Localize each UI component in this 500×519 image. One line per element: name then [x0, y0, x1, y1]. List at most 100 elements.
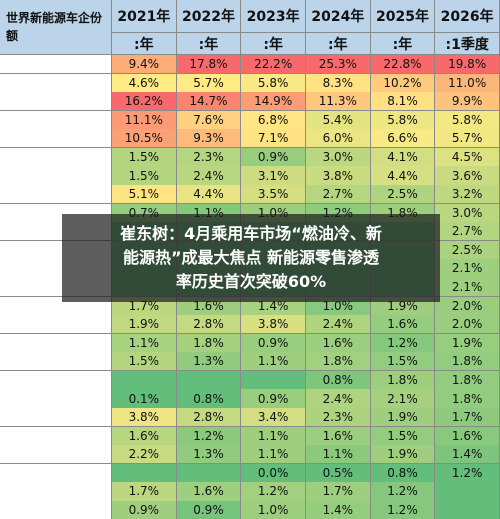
- row-label-cell: [0, 408, 112, 428]
- share-cell: 1.9%: [435, 333, 500, 353]
- period-header: :年: [112, 33, 177, 55]
- share-cell: [176, 463, 242, 483]
- share-cell: 2.3%: [306, 408, 371, 428]
- share-cell: 1.2%: [370, 500, 436, 519]
- share-cell: 3.0%: [435, 203, 500, 223]
- year-header: 2021年: [112, 0, 177, 33]
- share-cell: 1.2%: [370, 333, 436, 353]
- share-cell: 2.1%: [435, 259, 500, 279]
- share-cell: 1.8%: [306, 352, 371, 372]
- share-cell: 2.3%: [176, 147, 242, 168]
- share-cell: 1.6%: [306, 426, 371, 446]
- share-cell: 2.1%: [370, 389, 436, 409]
- share-cell: 9.9%: [435, 92, 500, 112]
- share-cell: 1.1%: [241, 445, 306, 465]
- row-label-cell: [0, 147, 112, 168]
- headline-overlay: 崔东树：4月乘用车市场“燃油冷、新 能源热”成最大焦点 新能源零售渗透 率历史首次突…: [62, 214, 440, 302]
- share-cell: 2.2%: [112, 445, 177, 465]
- share-cell: 22.2%: [241, 55, 306, 75]
- share-cell: 14.7%: [176, 92, 242, 112]
- share-cell: 3.4%: [241, 408, 306, 428]
- share-cell: 1.6%: [435, 426, 500, 446]
- share-cell: 3.6%: [435, 166, 500, 186]
- row-label-cell: [0, 110, 112, 130]
- share-cell: 11.3%: [306, 92, 371, 112]
- share-cell: 6.8%: [241, 110, 306, 130]
- share-cell: 7.6%: [176, 110, 242, 130]
- share-cell: [435, 482, 500, 502]
- row-label-cell: [0, 166, 112, 186]
- share-cell: 9.4%: [112, 55, 177, 75]
- share-cell: 1.3%: [176, 352, 242, 372]
- year-header: 2025年: [370, 0, 436, 33]
- share-cell: 2.4%: [306, 389, 371, 409]
- share-cell: 1.8%: [435, 389, 500, 409]
- year-header: 2023年: [241, 0, 306, 33]
- share-cell: 0.9%: [241, 147, 306, 168]
- share-cell: [241, 370, 306, 391]
- share-cell: 22.8%: [370, 55, 436, 75]
- row-label-cell: [0, 129, 112, 149]
- share-cell: 3.1%: [241, 166, 306, 186]
- share-cell: 1.5%: [370, 426, 436, 446]
- row-label-cell: [0, 426, 112, 446]
- share-cell: 5.8%: [370, 110, 436, 130]
- share-cell: 4.4%: [176, 185, 242, 205]
- share-cell: 6.6%: [370, 129, 436, 149]
- share-cell: 17.8%: [176, 55, 242, 75]
- share-cell: 1.1%: [241, 426, 306, 446]
- share-cell: 1.7%: [306, 482, 371, 502]
- share-cell: 3.8%: [241, 315, 306, 335]
- share-cell: 4.1%: [370, 147, 436, 168]
- share-cell: 4.5%: [435, 147, 500, 168]
- share-cell: 5.1%: [112, 185, 177, 205]
- share-cell: 1.9%: [112, 315, 177, 335]
- share-cell: 1.7%: [112, 482, 177, 502]
- share-cell: 1.1%: [112, 333, 177, 353]
- share-cell: 0.1%: [112, 389, 177, 409]
- share-cell: 8.1%: [370, 92, 436, 112]
- share-cell: [176, 370, 242, 391]
- headline-line: 能源热”成最大焦点 新能源零售渗透: [122, 248, 380, 267]
- share-cell: 5.7%: [435, 129, 500, 149]
- share-cell: 3.8%: [306, 166, 371, 186]
- share-cell: 4.6%: [112, 73, 177, 93]
- row-label-cell: [0, 92, 112, 112]
- share-cell: 0.9%: [176, 500, 242, 519]
- share-cell: 1.4%: [306, 500, 371, 519]
- period-header: :年: [306, 33, 371, 55]
- share-cell: 1.9%: [370, 445, 436, 465]
- share-cell: 1.0%: [241, 500, 306, 519]
- share-cell: 1.5%: [112, 166, 177, 186]
- period-header: :年: [241, 33, 306, 55]
- share-cell: 2.7%: [306, 185, 371, 205]
- share-cell: 2.7%: [435, 222, 500, 242]
- share-cell: 5.7%: [176, 73, 242, 93]
- year-header: 2024年: [306, 0, 371, 33]
- share-cell: 5.8%: [241, 73, 306, 93]
- share-cell: 1.8%: [435, 370, 500, 391]
- row-label-cell: [0, 370, 112, 391]
- row-label-cell: [0, 500, 112, 519]
- period-header: :年: [176, 33, 242, 55]
- share-cell: 1.9%: [370, 408, 436, 428]
- share-cell: 2.5%: [435, 240, 500, 260]
- share-cell: 8.3%: [306, 73, 371, 93]
- share-cell: 6.0%: [306, 129, 371, 149]
- share-cell: 1.2%: [435, 463, 500, 483]
- corner-header: 世界新能源车企份额: [0, 0, 112, 55]
- share-cell: 1.1%: [241, 352, 306, 372]
- row-label-cell: [0, 73, 112, 93]
- share-cell: 4.4%: [370, 166, 436, 186]
- share-cell: 19.8%: [435, 55, 500, 75]
- share-cell: 1.6%: [306, 333, 371, 353]
- row-label-cell: [0, 463, 112, 483]
- share-cell: 16.2%: [112, 92, 177, 112]
- share-cell: [112, 370, 177, 391]
- share-cell: 1.5%: [370, 352, 436, 372]
- row-label-cell: [0, 352, 112, 372]
- share-cell: 1.6%: [176, 482, 242, 502]
- share-cell: 1.1%: [306, 445, 371, 465]
- share-cell: [435, 500, 500, 519]
- share-cell: 2.0%: [435, 315, 500, 335]
